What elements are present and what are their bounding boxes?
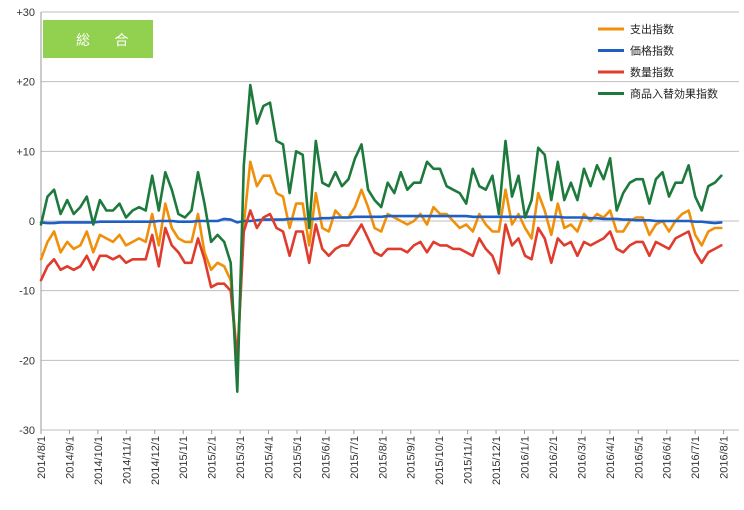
- y-tick-label: -20: [19, 355, 35, 367]
- y-tick-label: +20: [16, 77, 35, 89]
- series-line: [39, 160, 723, 362]
- x-tick-label: 2016/7/1: [690, 436, 702, 479]
- x-tick-label: 2015/8/1: [377, 436, 389, 479]
- x-tick-label: 2015/1/1: [178, 436, 190, 479]
- x-tick-label: 2015/2/1: [207, 436, 219, 479]
- x-tick-label: 2015/5/1: [292, 436, 304, 479]
- x-tick-label: 2016/1/1: [520, 436, 532, 479]
- y-tick-label: -30: [19, 425, 35, 437]
- x-tick-label: 2015/4/1: [264, 436, 276, 479]
- y-tick-label: +30: [16, 7, 35, 19]
- x-tick-label: 2014/12/1: [150, 436, 162, 485]
- series-line: [39, 214, 723, 225]
- x-tick-label: 2015/3/1: [235, 436, 247, 479]
- legend-label: 価格指数: [630, 44, 674, 58]
- category-badge: 総 合: [43, 20, 153, 58]
- x-tick-label: 2016/8/1: [719, 436, 731, 479]
- x-axis-tick-labels: 2014/8/1 2014/9/1 2014/10/1 2014/11/1 2014/1…: [36, 436, 731, 485]
- series-line: [39, 209, 723, 362]
- x-tick-label: 2016/2/1: [548, 436, 560, 479]
- x-tick-label: 2015/11/1: [463, 436, 475, 484]
- category-badge-box: [43, 20, 153, 58]
- x-tick-label: 2016/4/1: [605, 436, 617, 479]
- legend-label: 数量指数: [630, 65, 674, 79]
- x-tick-label: 2015/9/1: [406, 436, 418, 479]
- y-tick-label: +10: [16, 146, 35, 158]
- x-tick-label: 2016/3/1: [576, 436, 588, 479]
- y-tick-label: -10: [19, 286, 35, 298]
- y-axis-tick-labels: +30 +20 +10 0 -10 -20 -30: [16, 7, 35, 437]
- y-tick-label: 0: [29, 216, 35, 228]
- x-tick-label: 2014/8/1: [36, 436, 48, 479]
- series-lines: [39, 83, 723, 394]
- x-tick-label: 2014/9/1: [64, 436, 76, 479]
- x-tick-label: 2015/12/1: [491, 436, 503, 485]
- series-line: [39, 83, 723, 394]
- x-tick-label: 2016/5/1: [633, 436, 645, 479]
- x-tick-label: 2015/6/1: [320, 436, 332, 479]
- legend-label: 支出指数: [630, 22, 674, 36]
- legend-label: 商品入替効果指数: [630, 87, 718, 101]
- x-tick-label: 2015/7/1: [349, 436, 361, 479]
- category-badge-label: 総 合: [76, 33, 138, 49]
- x-tick-label: 2015/10/1: [434, 436, 446, 485]
- x-tick-label: 2014/11/1: [121, 436, 133, 484]
- x-tick-label: 2014/10/1: [93, 436, 105, 485]
- x-tick-label: 2016/6/1: [662, 436, 674, 479]
